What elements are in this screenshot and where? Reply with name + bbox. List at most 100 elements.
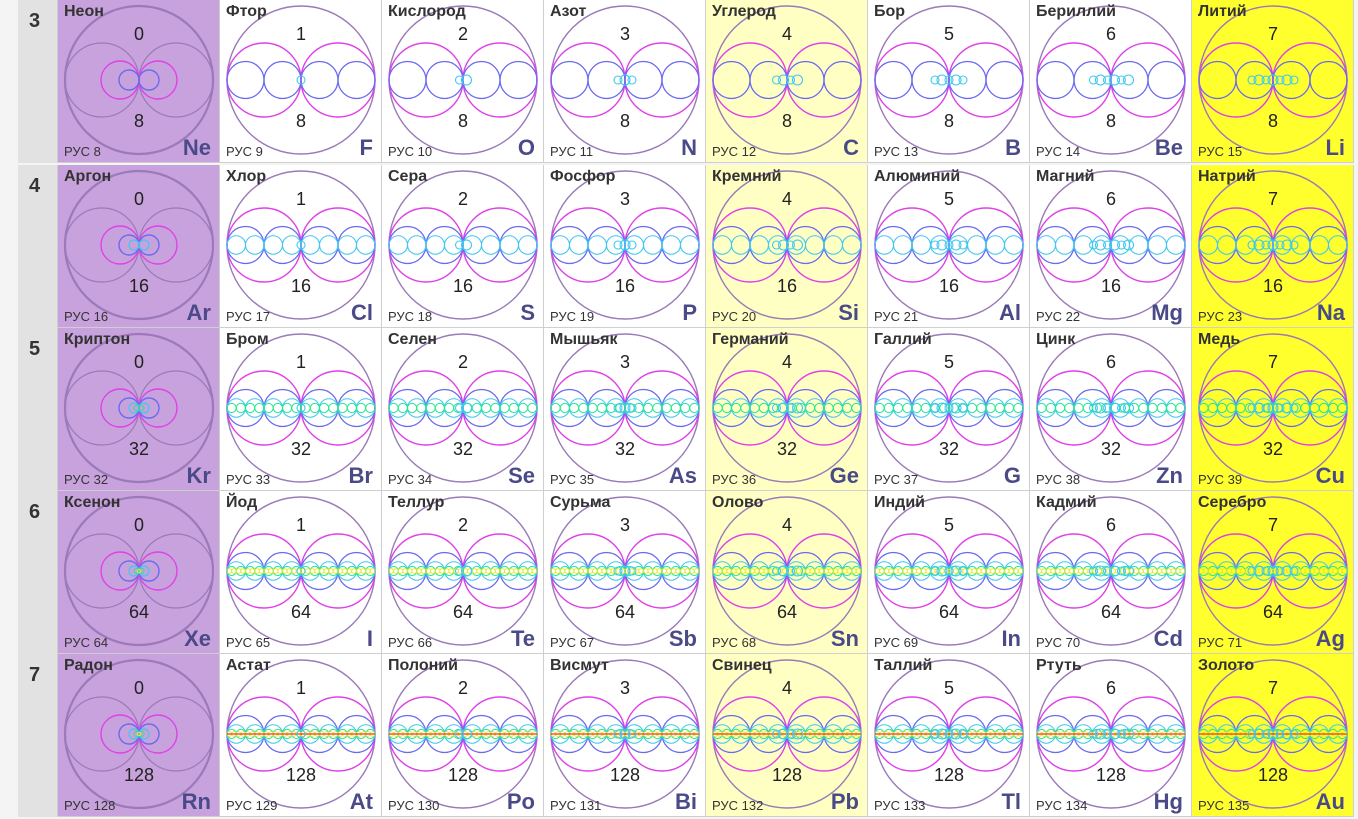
- rus-number: РУС 71: [1198, 635, 1243, 650]
- green-ring: [680, 402, 691, 414]
- element-name: Висмут: [550, 657, 609, 674]
- nucleus-ring: [791, 74, 804, 86]
- shell-number: 32: [1100, 439, 1122, 459]
- element-cell-se[interactable]: Селен 2 32 РУС 34 Se: [382, 328, 544, 491]
- green-ring: [814, 402, 825, 414]
- cyan-ring: [1235, 235, 1256, 255]
- yellow-ring: [564, 568, 570, 574]
- element-name: Бериллий: [1036, 3, 1117, 20]
- element-cell-au[interactable]: Золото 7 128 РУС 135 Au: [1192, 654, 1354, 817]
- rus-number: РУС 20: [712, 309, 757, 324]
- shell-number: 64: [1100, 602, 1122, 622]
- group-number: 5: [943, 352, 954, 372]
- element-cell-o[interactable]: Кислород 2 8 РУС 10 O: [382, 0, 544, 163]
- element-cell-hg[interactable]: Ртуть 6 128 РУС 134 Hg: [1030, 654, 1192, 817]
- magenta-ring: [100, 388, 140, 428]
- orbital-diagram: [1198, 496, 1348, 646]
- element-cell-cl[interactable]: Хлор 1 16 РУС 17 Cl: [220, 165, 382, 328]
- nucleus-ring: [771, 240, 782, 250]
- element-cell-at[interactable]: Астат 1 128 РУС 129 At: [220, 654, 382, 817]
- element-cell-rn[interactable]: Радон 0 128 РУС 128 Rn: [58, 654, 220, 817]
- element-symbol: Ne: [182, 135, 211, 160]
- orbital-diagram: [550, 659, 700, 809]
- element-cell-in[interactable]: Индий 5 64 РУС 69 In: [868, 491, 1030, 654]
- cyan-ring: [948, 235, 969, 255]
- nucleus-ring: [1289, 75, 1299, 85]
- element-cell-be[interactable]: Бериллий 6 8 РУС 14 Be: [1030, 0, 1192, 163]
- element-cell-ne[interactable]: Неон 0 8 РУС 8 Ne: [58, 0, 220, 163]
- nucleus-ring: [1088, 566, 1099, 576]
- element-cell-pb[interactable]: Свинец 4 128 РУС 132 Pb: [706, 654, 868, 817]
- green-ring: [397, 402, 408, 414]
- green-ring: [559, 402, 570, 414]
- yellow-ring: [1133, 568, 1140, 574]
- element-symbol: Cu: [1315, 463, 1345, 488]
- element-cell-i[interactable]: Йод 1 64 РУС 65 I: [220, 491, 382, 654]
- element-cell-al[interactable]: Алюминий 5 16 РУС 21 Al: [868, 165, 1030, 328]
- element-cell-sn[interactable]: Олово 4 64 РУС 68 Sn: [706, 491, 868, 654]
- nucleus-ring: [1253, 74, 1265, 86]
- element-cell-cd[interactable]: Кадмий 6 64 РУС 70 Cd: [1030, 491, 1192, 654]
- orbital-diagram: [63, 658, 215, 810]
- element-cell-ag[interactable]: Серебро 7 64 РУС 71 Ag: [1192, 491, 1354, 654]
- element-cell-f[interactable]: Фтор 1 8 РУС 9 F: [220, 0, 382, 163]
- element-cell-xe[interactable]: Ксенон 0 64 РУС 64 Xe: [58, 491, 220, 654]
- yellow-ring: [420, 568, 427, 574]
- element-cell-kr[interactable]: Криптон 0 32 РУС 32 Kr: [58, 328, 220, 491]
- element-cell-n[interactable]: Азот 3 8 РУС 11 N: [544, 0, 706, 163]
- shell-number: 16: [128, 276, 150, 296]
- element-cell-p[interactable]: Фосфор 3 16 РУС 19 P: [544, 165, 706, 328]
- nucleus-ring: [460, 728, 473, 740]
- cyan-ring: [128, 239, 140, 251]
- nucleus-ring: [1094, 565, 1107, 577]
- period-number: 3: [29, 10, 41, 32]
- element-cell-s[interactable]: Сера 2 16 РУС 18 S: [382, 165, 544, 328]
- period-number: 4: [29, 175, 41, 197]
- yellow-ring: [559, 568, 566, 574]
- yellow-ring: [1073, 568, 1080, 574]
- orbital-diagram: [1198, 5, 1348, 155]
- element-cell-as[interactable]: Мышьяк 3 32 РУС 35 As: [544, 328, 706, 491]
- yellow-ring: [411, 568, 418, 574]
- green-ring: [328, 402, 339, 414]
- element-cell-ar[interactable]: Аргон 0 16 РУС 16 Ar: [58, 165, 220, 328]
- lobe-circle: [138, 696, 214, 772]
- element-cell-tl[interactable]: Таллий 5 128 РУС 133 Tl: [868, 654, 1030, 817]
- element-cell-c[interactable]: Углерод 4 8 РУС 12 C: [706, 0, 868, 163]
- element-cell-te[interactable]: Теллур 2 64 РУС 66 Te: [382, 491, 544, 654]
- green-ring: [1337, 402, 1348, 414]
- rus-number: РУС 22: [1036, 309, 1081, 324]
- nucleus-ring: [1261, 403, 1271, 413]
- period-label-cell: 4: [18, 165, 58, 328]
- nucleus-ring: [777, 239, 790, 251]
- element-cell-b[interactable]: Бор 5 8 РУС 13 B: [868, 0, 1030, 163]
- element-name: Теллур: [388, 494, 445, 511]
- cyan-ring: [767, 235, 788, 255]
- green-ring: [985, 402, 996, 414]
- yellow-ring: [1175, 568, 1181, 574]
- green-ring: [1318, 402, 1329, 414]
- element-cell-sb[interactable]: Сурьма 3 64 РУС 67 Sb: [544, 491, 706, 654]
- green-ring: [1328, 402, 1339, 414]
- green-ring: [883, 402, 894, 414]
- element-cell-g[interactable]: Галлий 5 32 РУС 37 G: [868, 328, 1030, 491]
- nucleus-ring: [1281, 74, 1293, 86]
- group-number: 6: [1105, 678, 1116, 698]
- element-cell-na[interactable]: Натрий 7 16 РУС 23 Na: [1192, 165, 1354, 328]
- element-cell-ge[interactable]: Германий 4 32 РУС 36 Ge: [706, 328, 868, 491]
- yellow-ring: [1332, 568, 1339, 574]
- element-cell-li[interactable]: Литий 7 8 РУС 15 Li: [1192, 0, 1354, 163]
- element-cell-mg[interactable]: Магний 6 16 РУС 22 Mg: [1030, 165, 1192, 328]
- element-cell-cu[interactable]: Медь 7 32 РУС 39 Cu: [1192, 328, 1354, 491]
- group-number: 0: [133, 189, 144, 209]
- element-cell-po[interactable]: Полоний 2 128 РУС 130 Po: [382, 654, 544, 817]
- element-cell-si[interactable]: Кремний 4 16 РУС 20 Si: [706, 165, 868, 328]
- rus-number: РУС 132: [712, 798, 764, 813]
- group-number: 3: [619, 515, 630, 535]
- element-cell-zn[interactable]: Цинк 6 32 РУС 38 Zn: [1030, 328, 1192, 491]
- element-cell-br[interactable]: Бром 1 32 РУС 33 Br: [220, 328, 382, 491]
- element-cell-bi[interactable]: Висмут 3 128 РУС 131 Bi: [544, 654, 706, 817]
- yellow-ring: [809, 568, 816, 574]
- cyan-ring: [1290, 235, 1311, 255]
- yellow-ring: [360, 568, 367, 574]
